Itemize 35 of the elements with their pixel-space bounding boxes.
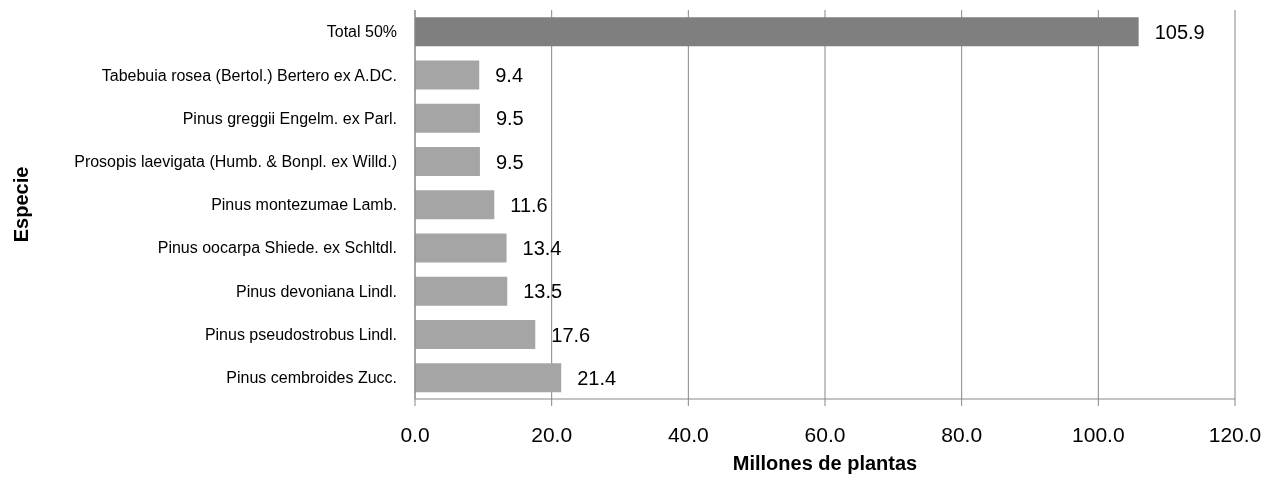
x-tick-label: 100.0 [1072,422,1125,446]
bar [415,147,480,177]
y-tick-label: Pinus devoniana Lindl. [235,282,397,300]
bar [415,60,480,90]
x-tick-label: 0.0 [400,422,430,446]
bar [415,233,507,263]
bar [415,363,562,393]
y-tick-label: Tabebuia rosea (Bertol.) Bertero ex A.DC. [101,66,397,84]
y-tick-label: Total 50% [326,23,397,41]
bar [415,103,480,133]
data-label: 9.4 [495,64,524,87]
data-label: 9.5 [495,150,524,173]
y-tick-label: Pinus oocarpa Shiede. ex Schltdl. [157,239,397,257]
y-tick-label: Pinus montezumae Lamb. [211,196,397,214]
x-tick-label: 80.0 [941,422,983,446]
data-label: 13.4 [522,237,562,260]
data-label: 17.6 [551,323,591,346]
data-label: 9.5 [495,107,524,130]
x-tick-label: 120.0 [1208,422,1262,446]
x-tick-label: 40.0 [667,422,709,446]
x-tick-label: 60.0 [804,422,846,446]
bar [415,319,536,349]
x-tick-label: 20.0 [531,422,573,446]
y-tick-label: Pinus greggii Engelm. ex Parl. [182,109,397,127]
bar [415,190,495,220]
bar [415,276,508,306]
y-axis-title: Especie [10,166,32,243]
x-axis-title: Millones de plantas [732,452,918,474]
y-tick-label: Prosopis laevigata (Humb. & Bonpl. ex Willd.) [74,152,397,170]
data-label: 105.9 [1154,20,1205,43]
y-tick-label: Pinus cembroides Zucc. [226,369,397,387]
data-label: 11.6 [510,193,548,216]
data-label: 13.5 [523,280,563,303]
data-label: 21.4 [577,366,617,389]
y-tick-label: Pinus pseudostrobus Lindl. [204,325,397,343]
